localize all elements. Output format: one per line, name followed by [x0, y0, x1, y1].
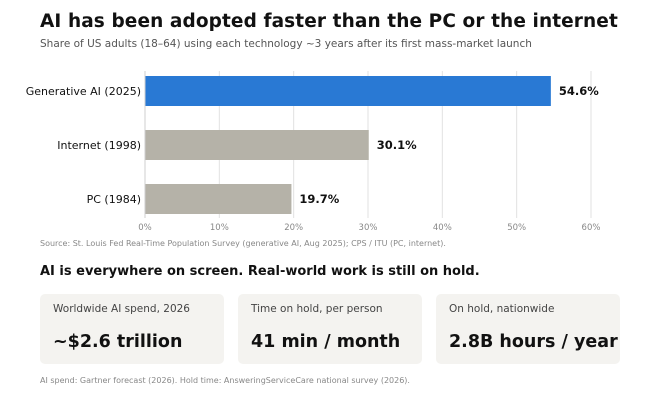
- category-label: PC (1984): [87, 193, 141, 206]
- chart-title: AI has been adopted faster than the PC o…: [40, 11, 618, 32]
- bar: [145, 130, 369, 160]
- adoption-bar-chart: 0% 10% 20% 30% 40% 50% 60% Generative AI (2025)…: [26, 71, 601, 233]
- stat-card-label: Worldwide AI spend, 2026: [53, 303, 190, 315]
- section-heading: AI is everywhere on screen. Real-world w…: [40, 264, 480, 279]
- x-tick-label: 40%: [433, 223, 452, 233]
- chart-source-note: Source: St. Louis Fed Real-Time Populati…: [40, 239, 446, 248]
- category-label: Generative AI (2025): [26, 85, 141, 98]
- value-label: 30.1%: [377, 138, 417, 152]
- stat-card-label: Time on hold, per person: [251, 303, 383, 315]
- stat-card-label: On hold, nationwide: [449, 303, 555, 315]
- stat-card-value: ~$2.6 trillion: [53, 332, 183, 352]
- x-tick-label: 0%: [138, 223, 152, 233]
- x-tick-label: 60%: [582, 223, 601, 233]
- stat-card-hold-time-per-person: Time on hold, per person 41 min / month: [238, 294, 422, 364]
- value-label: 54.6%: [559, 84, 599, 98]
- bar: [145, 76, 551, 106]
- bar: [145, 184, 292, 214]
- chart-subtitle: Share of US adults (18–64) using each te…: [40, 38, 532, 50]
- value-label: 19.7%: [299, 192, 339, 206]
- stat-card-value: 2.8B hours / year: [449, 332, 618, 352]
- footnote: AI spend: Gartner forecast (2026). Hold …: [40, 376, 410, 385]
- x-tick-label: 20%: [284, 223, 303, 233]
- stat-card-value: 41 min / month: [251, 332, 401, 352]
- stat-card-hold-nationwide: On hold, nationwide 2.8B hours / year: [436, 294, 620, 364]
- stat-cards: Worldwide AI spend, 2026 ~$2.6 trillion …: [40, 294, 620, 364]
- x-tick-label: 10%: [210, 223, 229, 233]
- x-tick-label: 30%: [359, 223, 378, 233]
- category-label: Internet (1998): [57, 139, 141, 152]
- x-tick-label: 50%: [507, 223, 526, 233]
- stat-card-ai-spend: Worldwide AI spend, 2026 ~$2.6 trillion: [40, 294, 224, 364]
